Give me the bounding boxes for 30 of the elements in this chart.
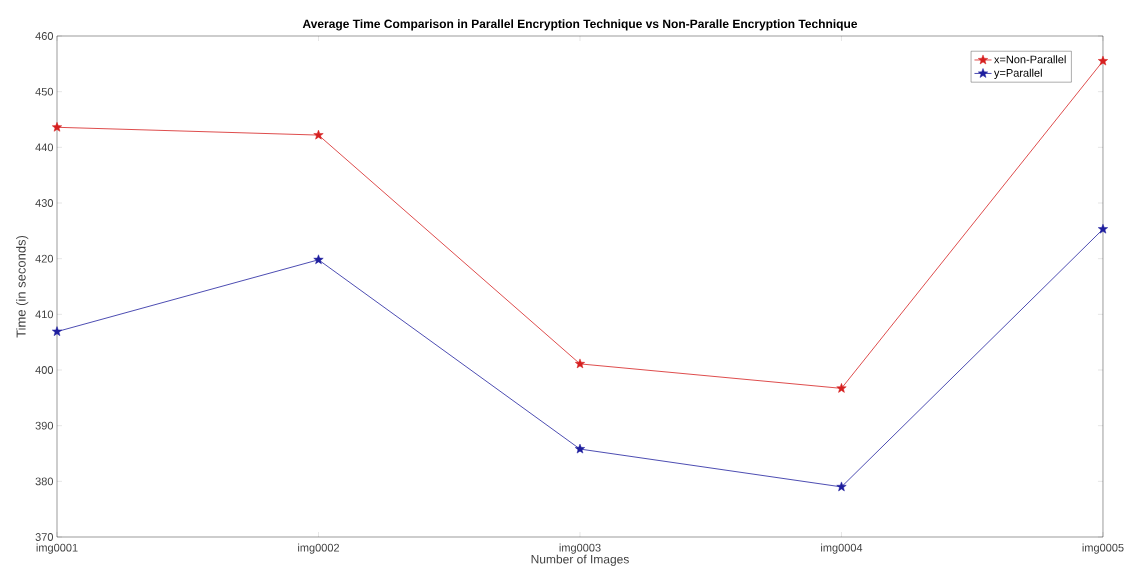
x-tick-label: img0003 [559, 543, 601, 554]
y-tick-label: 390 [35, 421, 54, 430]
point [836, 383, 847, 393]
legend-label: y=Parallel [993, 68, 1042, 79]
point [52, 122, 63, 132]
point [574, 443, 585, 454]
x-tick-label: img0002 [298, 543, 340, 554]
y-tick-label: 460 [35, 32, 54, 40]
x-tick-label: img0004 [821, 543, 863, 554]
y-tick-label: 420 [35, 254, 54, 263]
point [1097, 55, 1108, 66]
x-axis-title: Number of Images [531, 554, 629, 566]
point [1097, 223, 1108, 234]
y-axis-title: Time (in seconds) [16, 235, 29, 338]
point [836, 481, 847, 492]
y-tick-label: 430 [35, 199, 54, 207]
y-tick-label: 410 [35, 310, 54, 319]
point [313, 254, 324, 265]
x-tick-label: img0001 [36, 543, 78, 554]
point [313, 129, 324, 140]
y-tick-label: 440 [35, 143, 54, 152]
legend-label: x=Non-Parallel [994, 55, 1066, 64]
x-tick-label: img0005 [1082, 543, 1124, 554]
y-tick-label: 370 [35, 533, 54, 541]
y-tick-label: 380 [35, 477, 54, 486]
chart-title: Average Time Comparison in Parallel Encryption Technique vs Non-Paralle Encryption Technique [302, 19, 858, 31]
point [574, 358, 585, 369]
y-tick-label: 450 [35, 87, 54, 96]
y-tick-label: 400 [35, 366, 54, 374]
point [52, 326, 63, 336]
